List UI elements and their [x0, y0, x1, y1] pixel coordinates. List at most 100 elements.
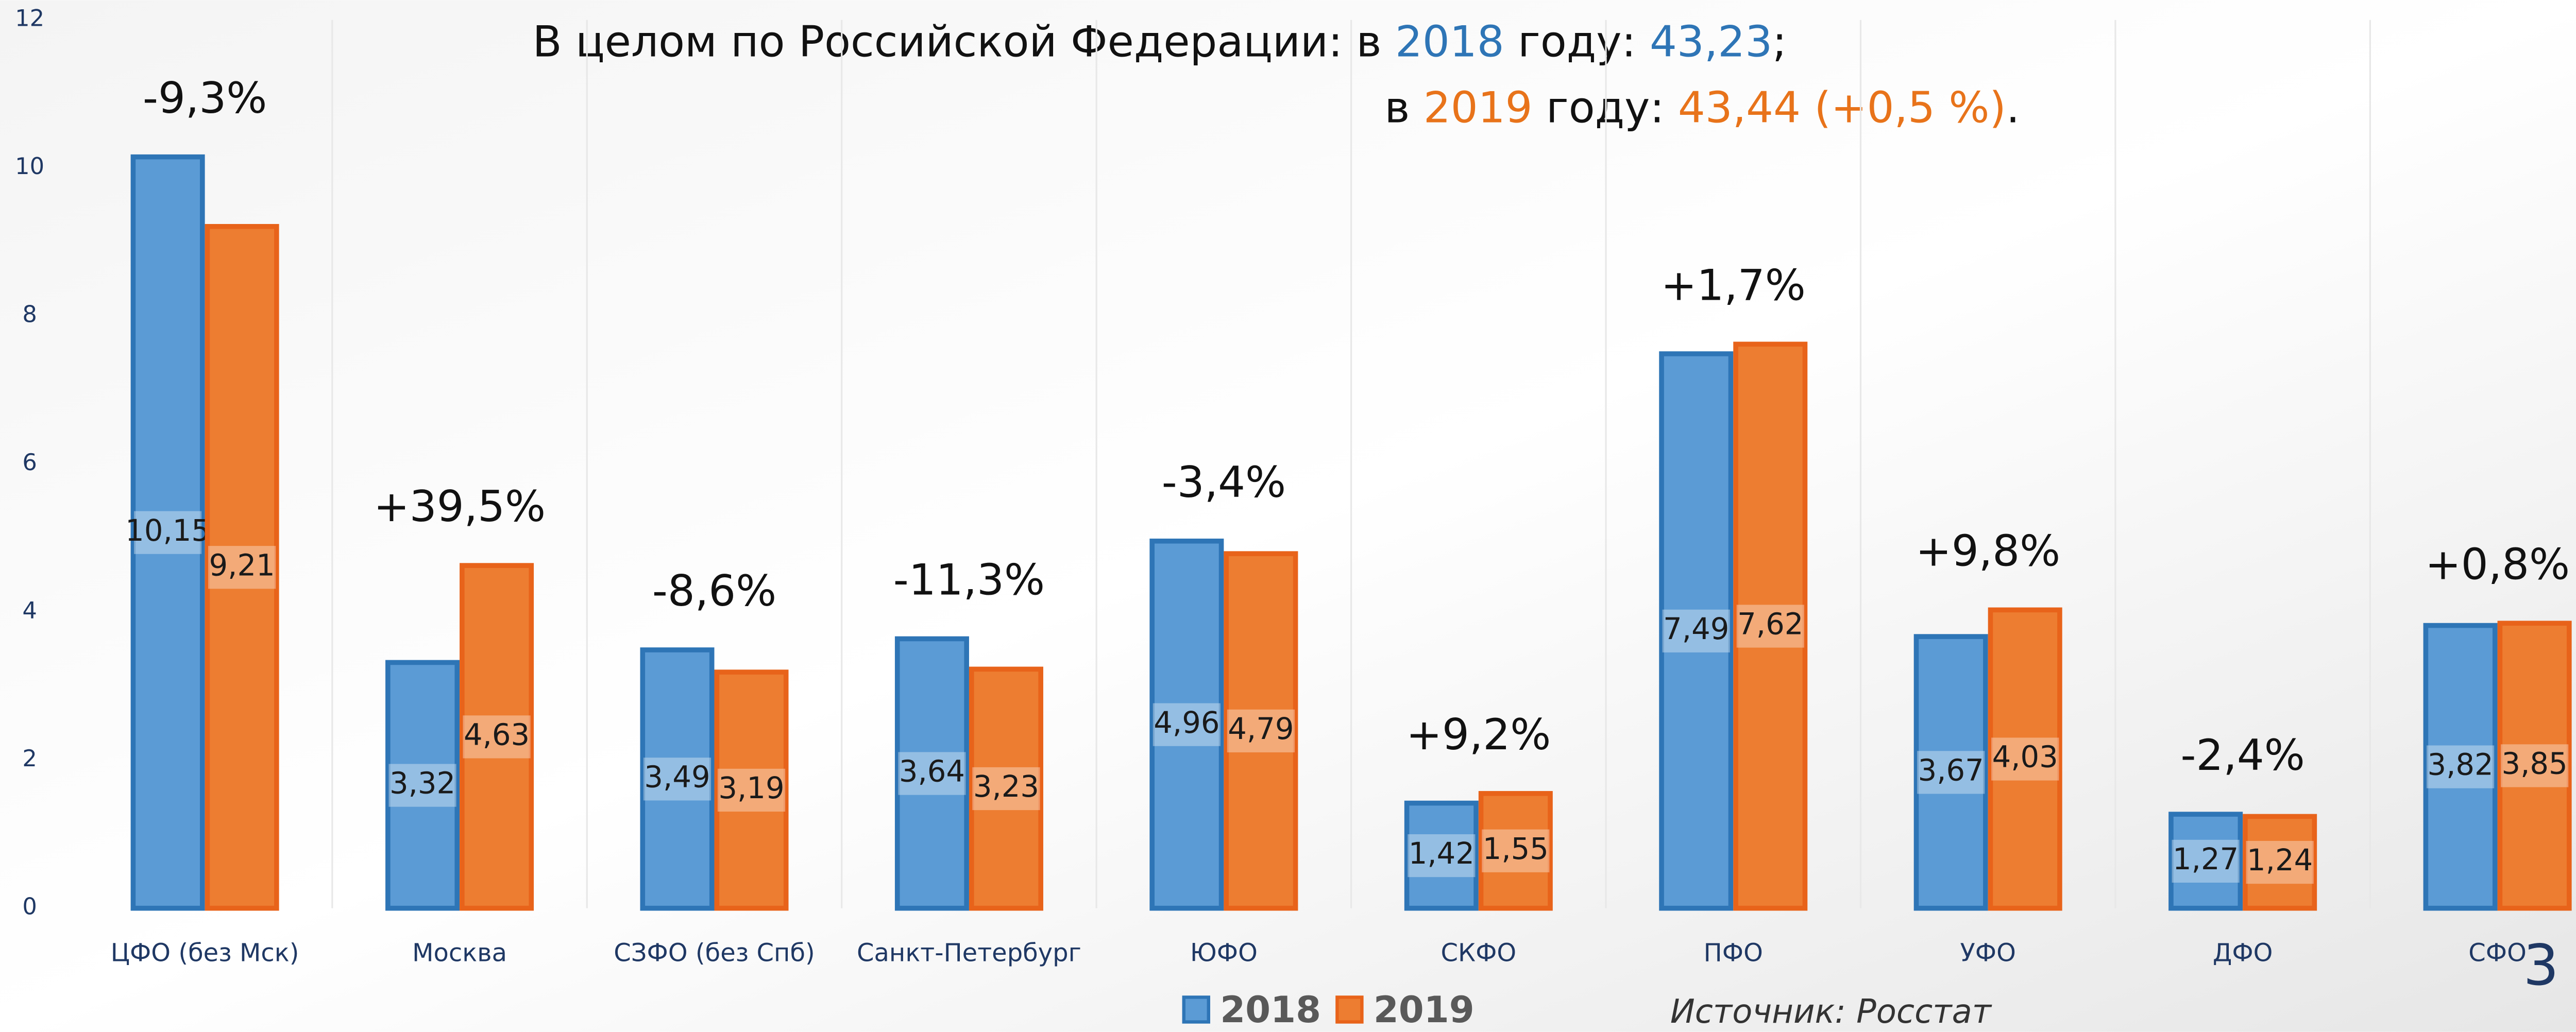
x-tick-label: ЮФО — [1190, 938, 1258, 967]
change-label: +1,7% — [1661, 260, 1806, 310]
bar — [460, 563, 534, 911]
legend-label: 2019 — [1374, 989, 1475, 1031]
x-tick-label: СЗФО (без Спб) — [614, 938, 815, 967]
value-label: 7,62 — [1737, 607, 1803, 642]
x-tick-label: ДФО — [2213, 938, 2273, 967]
value-label-box — [208, 546, 276, 589]
x-tick-label: УФО — [1960, 938, 2016, 967]
value-label-box — [463, 715, 531, 759]
x-tick-label: СКФО — [1440, 938, 1516, 967]
title-part: в — [1384, 83, 1423, 133]
value-label-box — [1153, 703, 1221, 746]
value-label: 1,42 — [1409, 836, 1475, 871]
bar — [1659, 351, 1734, 911]
value-label-box — [1991, 737, 2059, 781]
title-part: В целом по Российской Федерации: в — [533, 17, 1395, 67]
bar — [1404, 800, 1479, 911]
value-label-box — [1917, 751, 1985, 794]
value-label-box — [898, 752, 966, 795]
value-label: 3,64 — [899, 754, 965, 789]
value-label: 7,49 — [1663, 612, 1729, 646]
value-label-box — [388, 764, 456, 807]
y-tick-label: 8 — [22, 301, 37, 328]
value-label: 4,63 — [464, 718, 530, 752]
bar — [2423, 623, 2498, 911]
bar — [640, 647, 715, 911]
change-label: +9,8% — [1916, 526, 2060, 576]
bar — [1149, 538, 1224, 911]
value-label: 1,27 — [2173, 842, 2239, 876]
value-label: 3,67 — [1918, 753, 1984, 788]
y-tick-label: 2 — [22, 745, 37, 772]
bar — [1478, 791, 1553, 911]
title-part: 43,44 (+0,5 %) — [1678, 83, 2006, 133]
value-label: 3,82 — [2427, 748, 2493, 782]
x-tick-label: Москва — [412, 938, 507, 967]
bar — [894, 636, 969, 911]
value-label-box — [1408, 834, 1476, 878]
legend-label: 2018 — [1220, 989, 1321, 1031]
change-label: -11,3% — [893, 555, 1045, 605]
value-label: 3,32 — [389, 766, 455, 801]
value-label-box — [134, 511, 202, 554]
change-label: -2,4% — [2180, 730, 2304, 780]
value-label-box — [2172, 839, 2240, 883]
x-tick-label: СФО — [2468, 938, 2527, 967]
value-label: 4,96 — [1154, 706, 1219, 740]
value-label-box — [1736, 605, 1804, 648]
bar — [205, 223, 279, 911]
y-tick-label: 12 — [15, 5, 44, 32]
x-tick-label: ЦФО (без Мск) — [111, 938, 299, 967]
x-tick-label: Санкт-Петербург — [857, 938, 1081, 967]
page-number: 3 — [2523, 933, 2559, 998]
legend-swatch — [1335, 995, 1364, 1024]
chart-title: В целом по Российской Федерации: в 2018 … — [533, 17, 1787, 67]
bar — [1913, 634, 1988, 911]
y-tick-label: 10 — [15, 152, 44, 180]
y-tick-label: 4 — [22, 597, 37, 624]
value-label-box — [1227, 709, 1295, 752]
value-label: 3,85 — [2501, 747, 2567, 781]
x-tick-label: ПФО — [1704, 938, 1763, 967]
y-tick-label: 0 — [22, 893, 37, 920]
value-label-box — [2246, 840, 2314, 884]
title-part: 2019 — [1423, 83, 1533, 133]
value-label: 3,49 — [644, 760, 710, 794]
change-label: -3,4% — [1162, 457, 1286, 507]
value-label: 3,23 — [973, 769, 1039, 804]
value-label-box — [972, 767, 1040, 811]
bar — [714, 669, 789, 911]
bar — [2168, 812, 2243, 911]
value-label-box — [1662, 609, 1730, 652]
change-label: +9,2% — [1406, 710, 1551, 760]
bar — [969, 666, 1043, 911]
value-label: 3,19 — [718, 771, 784, 805]
bar — [1733, 341, 1808, 911]
value-label-box — [1482, 829, 1550, 872]
bar — [2497, 621, 2572, 911]
value-label-box — [2500, 744, 2569, 787]
bar — [130, 154, 205, 911]
bar — [1988, 607, 2062, 911]
bar — [385, 660, 460, 911]
value-label: 4,03 — [1992, 740, 2058, 775]
bar — [2243, 814, 2317, 911]
change-label: +39,5% — [374, 481, 546, 531]
value-label-box — [2426, 745, 2495, 788]
value-label: 9,21 — [209, 548, 275, 582]
source: Источник: Росстат — [1670, 993, 1992, 1031]
change-label: -8,6% — [652, 566, 776, 616]
title-part: ; — [1772, 17, 1787, 67]
value-label: 10,15 — [125, 513, 210, 548]
change-label: +0,8% — [2425, 539, 2570, 589]
value-label-box — [717, 768, 786, 812]
bar — [1224, 551, 1298, 911]
value-label: 1,55 — [1483, 832, 1549, 866]
value-label-box — [643, 758, 711, 801]
value-label: 1,24 — [2247, 843, 2313, 878]
legend-swatch — [1182, 995, 1210, 1024]
y-tick-label: 6 — [22, 449, 37, 476]
chart-title: в 2019 году: 43,44 (+0,5 %). — [1384, 83, 2020, 133]
